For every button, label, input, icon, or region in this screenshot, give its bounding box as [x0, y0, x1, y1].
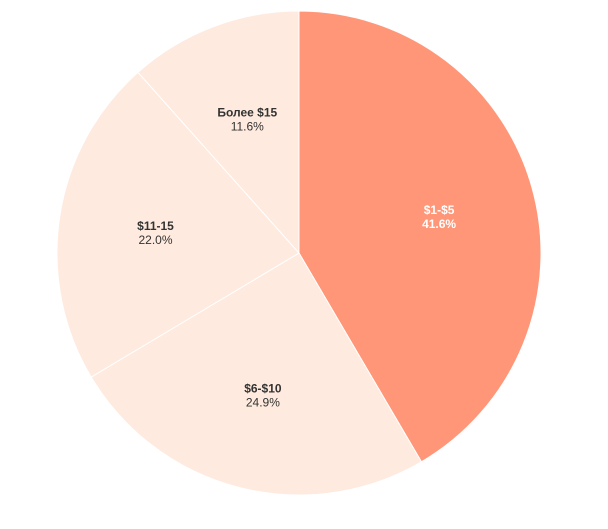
slice-label-11-15: $11-15	[137, 219, 174, 233]
slice-value-1-5: 41.6%	[422, 217, 456, 231]
slice-label-6-10: $6-$10	[244, 382, 282, 396]
slice-value-6-10: 24.9%	[246, 396, 280, 410]
slice-label-1-5: $1-$5	[424, 203, 455, 217]
slice-value-11-15: 22.0%	[138, 233, 172, 247]
pie-slice-6-10[interactable]	[90, 252, 423, 496]
pie-slice-1-5[interactable]	[298, 10, 542, 463]
pie-slice-11-15[interactable]	[56, 71, 300, 378]
pie-slices	[56, 10, 542, 496]
slice-value-15: 11.6%	[231, 119, 264, 133]
slice-label-15: Более $15	[217, 105, 277, 119]
pie-slice-15[interactable]	[137, 10, 300, 255]
